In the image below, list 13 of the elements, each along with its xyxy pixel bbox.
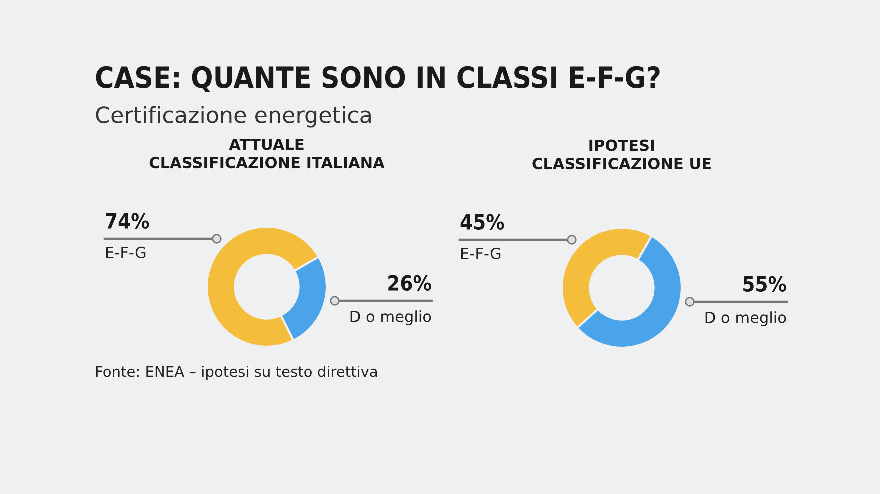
chart-title: ATTUALE CLASSIFICAZIONE ITALIANA — [150, 138, 385, 169]
data-label: 55% — [744, 276, 786, 292]
slice-label: E-F-G — [462, 248, 501, 260]
data-label: 74% — [106, 213, 150, 230]
data-label: 26% — [388, 275, 432, 292]
slice-label: D o meglio — [706, 312, 786, 326]
source-note: Fonte: ENEA – ipotesi su testo direttiva — [96, 366, 378, 380]
slice-label: E-F-G — [106, 246, 146, 258]
chart-title: IPOTESI CLASSIFICAZIONE UE — [532, 140, 711, 170]
slice-label: D o meglio — [350, 310, 432, 326]
data-label: 45% — [460, 214, 504, 230]
text: CASE: QUANTE SONO IN CLASSI E-F-G? — [96, 66, 660, 92]
text: Certificazione energetica — [96, 106, 371, 128]
